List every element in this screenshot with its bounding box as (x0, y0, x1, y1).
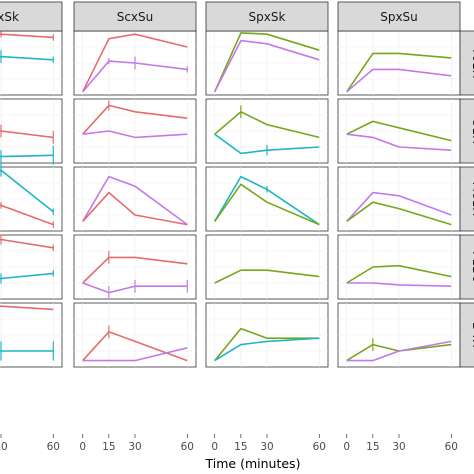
strip-column (0, 1, 63, 32)
series-line-green (346, 201, 452, 226)
series-line-purple (346, 191, 452, 222)
series-line-red (0, 33, 54, 39)
series-line-red (0, 204, 54, 226)
x-tick-label: 0 (211, 441, 218, 453)
series-line-green (214, 327, 320, 362)
series-line-cyan (0, 154, 54, 158)
series-line-purple (82, 175, 188, 226)
strip-row-label: D4H (470, 322, 474, 348)
series-line-cyan (0, 55, 54, 61)
strip-row-label: M01H (470, 182, 474, 217)
x-tick-label: 60 (47, 441, 60, 453)
strip-column-label: ScxSk (0, 10, 19, 24)
series-line-green (214, 183, 320, 226)
series-line-purple (346, 133, 452, 151)
x-tick-label: 60 (445, 441, 458, 453)
x-tick-label: 0 (79, 441, 86, 453)
strip-column (205, 1, 329, 32)
series-line-green (214, 111, 320, 139)
series-line-green (346, 343, 452, 362)
series-line-red (0, 305, 54, 311)
series-line-purple (82, 60, 188, 93)
x-tick-label: 15 (102, 441, 115, 453)
series-line-red (82, 191, 188, 226)
x-tick-label: 0 (343, 441, 350, 453)
strip-row (459, 98, 474, 164)
series-line-red (82, 104, 188, 135)
series-line-red (0, 238, 54, 249)
series-line-green (214, 269, 320, 284)
strip-row (459, 234, 474, 300)
strip-column-label: SpxSu (380, 10, 418, 24)
series-line-red (0, 130, 54, 139)
x-tick-label: 30 (128, 441, 141, 453)
x-axis-title: Time (minutes) (205, 456, 301, 471)
x-tick-label: 30 (0, 441, 8, 453)
series-line-cyan (214, 337, 320, 362)
x-tick-label: 60 (313, 441, 326, 453)
series-line-red (82, 256, 188, 284)
series-line-purple (213, 39, 320, 93)
series-line-green (346, 264, 452, 284)
x-tick-label: 15 (234, 441, 247, 453)
strip-row-label: P1D0 (470, 251, 474, 283)
x-tick-label: 30 (392, 441, 405, 453)
series-line-cyan (0, 169, 54, 213)
strip-row-label: O1H (470, 118, 474, 144)
series-line-cyan (0, 350, 54, 352)
strip-column-label: SpxSk (249, 10, 286, 24)
strip-row (459, 30, 474, 96)
strip-column-label: ScxSu (117, 10, 154, 24)
series-line-cyan (0, 272, 54, 280)
series-line-red (81, 33, 188, 93)
x-tick-label: 30 (260, 441, 273, 453)
series-line-green (346, 120, 452, 142)
series-line-red (82, 330, 188, 362)
series-line-purple (82, 130, 188, 139)
series-line-green (213, 32, 320, 93)
strip-row (459, 302, 474, 368)
series-line-purple (82, 282, 188, 294)
series-line-cyan (214, 175, 320, 226)
strip-row (459, 166, 474, 232)
x-tick-label: 15 (366, 441, 379, 453)
strip-row-label: T01H (470, 46, 474, 79)
series-line-purple (82, 347, 188, 362)
series-line-purple (346, 340, 452, 362)
strip-column (337, 1, 461, 32)
series-line-purple (346, 68, 452, 93)
strip-column (73, 1, 197, 32)
x-tick-label: 60 (181, 441, 194, 453)
series-line-purple (346, 282, 452, 287)
series-line-green (346, 52, 452, 93)
series-line-cyan (214, 133, 320, 155)
